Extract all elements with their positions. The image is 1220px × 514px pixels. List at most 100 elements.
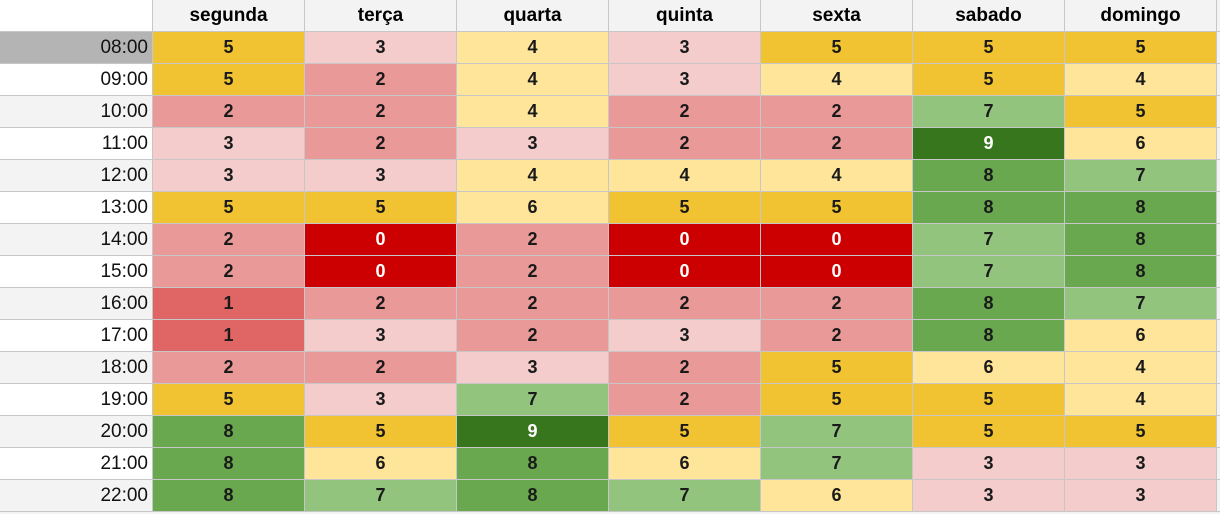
value-cell[interactable]: 5 xyxy=(913,416,1065,448)
value-cell[interactable]: 3 xyxy=(913,448,1065,480)
value-cell[interactable]: 6 xyxy=(761,480,913,512)
value-cell[interactable]: 7 xyxy=(761,448,913,480)
value-cell[interactable]: 6 xyxy=(305,448,457,480)
value-cell[interactable]: 6 xyxy=(1065,128,1217,160)
value-cell[interactable]: 5 xyxy=(153,32,305,64)
value-cell[interactable]: 3 xyxy=(305,384,457,416)
value-cell[interactable]: 8 xyxy=(457,480,609,512)
value-cell[interactable]: 6 xyxy=(457,192,609,224)
value-cell[interactable]: 3 xyxy=(305,320,457,352)
value-cell[interactable]: 5 xyxy=(153,384,305,416)
value-cell[interactable]: 8 xyxy=(913,192,1065,224)
time-cell[interactable]: 08:00 xyxy=(0,32,153,64)
value-cell[interactable]: 7 xyxy=(1065,288,1217,320)
value-cell[interactable]: 2 xyxy=(609,352,761,384)
value-cell[interactable]: 3 xyxy=(457,352,609,384)
value-cell[interactable]: 0 xyxy=(609,256,761,288)
time-cell[interactable]: 10:00 xyxy=(0,96,153,128)
time-cell[interactable]: 11:00 xyxy=(0,128,153,160)
value-cell[interactable]: 0 xyxy=(609,224,761,256)
value-cell[interactable]: 6 xyxy=(1065,320,1217,352)
value-cell[interactable]: 2 xyxy=(457,288,609,320)
column-header-5[interactable]: sexta xyxy=(761,0,913,32)
value-cell[interactable]: 3 xyxy=(457,128,609,160)
time-cell[interactable]: 17:00 xyxy=(0,320,153,352)
value-cell[interactable]: 5 xyxy=(305,192,457,224)
value-cell[interactable]: 8 xyxy=(153,480,305,512)
value-cell[interactable]: 2 xyxy=(609,128,761,160)
value-cell[interactable]: 2 xyxy=(305,64,457,96)
value-cell[interactable]: 3 xyxy=(913,480,1065,512)
value-cell[interactable]: 3 xyxy=(609,32,761,64)
value-cell[interactable]: 3 xyxy=(305,160,457,192)
value-cell[interactable]: 7 xyxy=(457,384,609,416)
value-cell[interactable]: 4 xyxy=(457,160,609,192)
value-cell[interactable]: 0 xyxy=(305,256,457,288)
value-cell[interactable]: 2 xyxy=(457,224,609,256)
value-cell[interactable]: 4 xyxy=(1065,352,1217,384)
value-cell[interactable]: 8 xyxy=(913,320,1065,352)
value-cell[interactable]: 8 xyxy=(1065,256,1217,288)
value-cell[interactable]: 5 xyxy=(913,64,1065,96)
time-cell[interactable]: 16:00 xyxy=(0,288,153,320)
value-cell[interactable]: 9 xyxy=(913,128,1065,160)
value-cell[interactable]: 5 xyxy=(609,416,761,448)
value-cell[interactable]: 4 xyxy=(457,64,609,96)
value-cell[interactable]: 2 xyxy=(761,128,913,160)
time-cell[interactable]: 09:00 xyxy=(0,64,153,96)
value-cell[interactable]: 2 xyxy=(761,96,913,128)
value-cell[interactable]: 2 xyxy=(457,256,609,288)
value-cell[interactable]: 2 xyxy=(153,256,305,288)
value-cell[interactable]: 3 xyxy=(1065,448,1217,480)
time-cell[interactable]: 13:00 xyxy=(0,192,153,224)
value-cell[interactable]: 8 xyxy=(913,160,1065,192)
value-cell[interactable]: 5 xyxy=(153,64,305,96)
column-header-4[interactable]: quinta xyxy=(609,0,761,32)
value-cell[interactable]: 4 xyxy=(761,64,913,96)
value-cell[interactable]: 8 xyxy=(1065,192,1217,224)
column-header-1[interactable]: segunda xyxy=(153,0,305,32)
value-cell[interactable]: 6 xyxy=(609,448,761,480)
value-cell[interactable]: 2 xyxy=(153,352,305,384)
value-cell[interactable]: 3 xyxy=(609,64,761,96)
value-cell[interactable]: 5 xyxy=(761,384,913,416)
value-cell[interactable]: 4 xyxy=(761,160,913,192)
value-cell[interactable]: 5 xyxy=(305,416,457,448)
column-header-3[interactable]: quarta xyxy=(457,0,609,32)
value-cell[interactable]: 5 xyxy=(913,32,1065,64)
value-cell[interactable]: 4 xyxy=(457,96,609,128)
value-cell[interactable]: 2 xyxy=(761,288,913,320)
column-header-7[interactable]: domingo xyxy=(1065,0,1217,32)
value-cell[interactable]: 4 xyxy=(1065,384,1217,416)
value-cell[interactable]: 5 xyxy=(761,352,913,384)
value-cell[interactable]: 0 xyxy=(305,224,457,256)
value-cell[interactable]: 7 xyxy=(1065,160,1217,192)
value-cell[interactable]: 8 xyxy=(457,448,609,480)
time-cell[interactable]: 20:00 xyxy=(0,416,153,448)
value-cell[interactable]: 8 xyxy=(913,288,1065,320)
value-cell[interactable]: 2 xyxy=(153,96,305,128)
value-cell[interactable]: 5 xyxy=(761,192,913,224)
value-cell[interactable]: 3 xyxy=(153,160,305,192)
value-cell[interactable]: 8 xyxy=(1065,224,1217,256)
value-cell[interactable]: 5 xyxy=(1065,32,1217,64)
time-cell[interactable]: 18:00 xyxy=(0,352,153,384)
value-cell[interactable]: 7 xyxy=(761,416,913,448)
value-cell[interactable]: 2 xyxy=(609,288,761,320)
value-cell[interactable]: 2 xyxy=(761,320,913,352)
time-cell[interactable]: 15:00 xyxy=(0,256,153,288)
value-cell[interactable]: 2 xyxy=(305,96,457,128)
value-cell[interactable]: 7 xyxy=(913,256,1065,288)
value-cell[interactable]: 1 xyxy=(153,288,305,320)
time-cell[interactable]: 21:00 xyxy=(0,448,153,480)
column-header-2[interactable]: terça xyxy=(305,0,457,32)
value-cell[interactable]: 2 xyxy=(153,224,305,256)
value-cell[interactable]: 1 xyxy=(153,320,305,352)
value-cell[interactable]: 5 xyxy=(153,192,305,224)
value-cell[interactable]: 3 xyxy=(1065,480,1217,512)
value-cell[interactable]: 3 xyxy=(153,128,305,160)
value-cell[interactable]: 8 xyxy=(153,448,305,480)
value-cell[interactable]: 4 xyxy=(1065,64,1217,96)
value-cell[interactable]: 2 xyxy=(609,384,761,416)
value-cell[interactable]: 7 xyxy=(913,224,1065,256)
